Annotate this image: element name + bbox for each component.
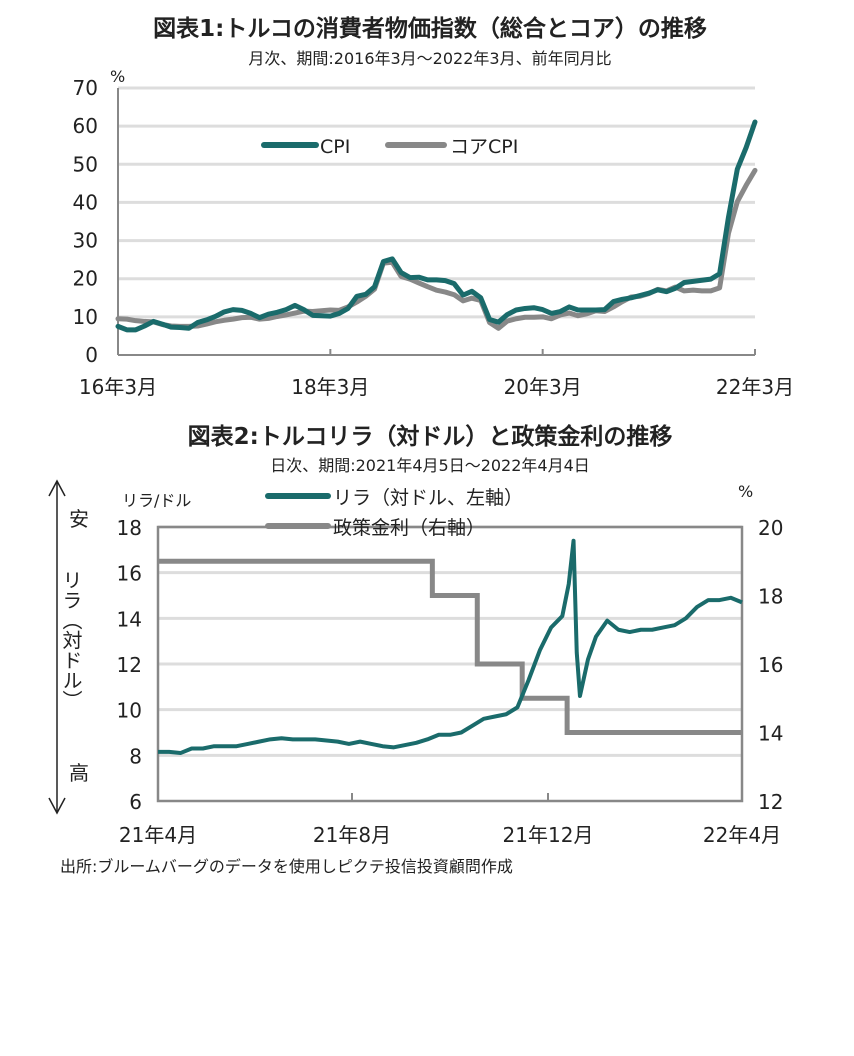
series-line-lira bbox=[158, 538, 743, 756]
side-label-cheap: 安 bbox=[69, 507, 89, 531]
x-tick-label: 20年3月 bbox=[504, 375, 582, 399]
y-left-tick-label: 10 bbox=[117, 699, 142, 723]
x-tick-label: 22年3月 bbox=[716, 375, 794, 399]
y-tick-label: 70 bbox=[73, 76, 98, 100]
y-tick-label: 60 bbox=[73, 114, 98, 138]
y-right-tick-label: 20 bbox=[758, 516, 783, 540]
y-right-tick-label: 12 bbox=[758, 790, 783, 814]
y-tick-label: 50 bbox=[73, 152, 98, 176]
y-tick-label: 20 bbox=[73, 267, 98, 291]
chart2-plot: 6 8 10 12 14 16 18 12 14 16 18 20 21年4月 21年8月 21年12月 22… bbox=[117, 516, 784, 847]
y-tick-label: 40 bbox=[73, 190, 98, 214]
series-line-cpi bbox=[115, 119, 758, 333]
y-left-tick-label: 12 bbox=[117, 653, 142, 677]
x-tick-label: 22年4月 bbox=[703, 823, 781, 847]
side-label-expensive: 高 bbox=[69, 761, 89, 785]
chart2-left-unit: リラ/ドル bbox=[122, 491, 191, 510]
series-line-policy-rate bbox=[158, 558, 742, 735]
side-label-middle: リラ（対ドル） bbox=[59, 570, 83, 710]
chart1-title: 図表1:トルコの消費者物価指数（総合とコア）の推移 bbox=[153, 15, 707, 42]
legend-label-policy-rate: 政策金利（右軸） bbox=[333, 517, 485, 539]
x-tick-label: 18年3月 bbox=[291, 375, 369, 399]
y-left-tick-label: 18 bbox=[117, 516, 142, 540]
source-note: 出所:ブルームバーグのデータを使用しピクテ投信投資顧問作成 bbox=[60, 857, 513, 876]
chart1-subtitle: 月次、期間:2016年3月～2022年3月、前年同月比 bbox=[248, 49, 611, 68]
legend-label-lira: リラ（対ドル、左軸） bbox=[333, 487, 523, 509]
x-tick-label: 21年8月 bbox=[313, 823, 391, 847]
y-left-tick-label: 16 bbox=[117, 562, 142, 586]
legend-label-core: コアCPI bbox=[450, 136, 518, 158]
chart2-right-unit: % bbox=[738, 482, 753, 501]
legend-label-cpi: CPI bbox=[320, 136, 350, 158]
y-tick-label: 0 bbox=[85, 343, 98, 367]
y-left-tick-label: 6 bbox=[129, 790, 142, 814]
x-tick-label: 21年4月 bbox=[119, 823, 197, 847]
x-tick-label: 16年3月 bbox=[79, 375, 157, 399]
chart1-plot: 0 10 20 30 40 50 60 70 16年3月 18年3月 20年3月 22年3月 bbox=[73, 76, 795, 399]
y-left-tick-label: 14 bbox=[117, 607, 142, 631]
chart1-unit: % bbox=[110, 67, 125, 86]
x-tick-label: 21年12月 bbox=[503, 823, 594, 847]
series-line-core-cpi bbox=[115, 167, 758, 331]
chart2-subtitle: 日次、期間:2021年4月5日～2022年4月4日 bbox=[270, 456, 590, 475]
plot-frame bbox=[156, 525, 744, 803]
side-arrow bbox=[48, 479, 66, 815]
chart2-legend: リラ（対ドル、左軸） 政策金利（右軸） bbox=[265, 487, 523, 539]
y-right-tick-label: 14 bbox=[758, 722, 783, 746]
y-tick-label: 30 bbox=[73, 229, 98, 253]
y-left-tick-label: 8 bbox=[129, 744, 142, 768]
chart2-title: 図表2:トルコリラ（対ドル）と政策金利の推移 bbox=[188, 423, 673, 450]
chart1-legend: CPI コアCPI bbox=[261, 136, 518, 158]
y-right-tick-label: 16 bbox=[758, 653, 783, 677]
y-right-tick-label: 18 bbox=[758, 585, 783, 609]
y-tick-label: 10 bbox=[73, 305, 98, 329]
